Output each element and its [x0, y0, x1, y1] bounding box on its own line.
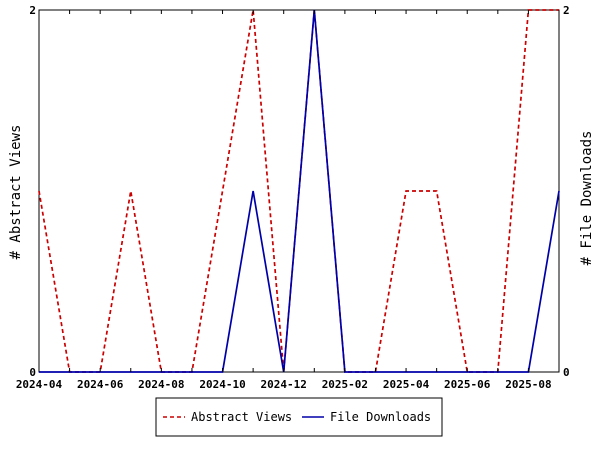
x-axis: 2024-04 2024-06 2024-08 2024-10 2024-12 2025-… — [16, 10, 560, 391]
x-tick-label: 2024-06 — [77, 378, 124, 391]
y-right-tick-label: 0 — [563, 366, 570, 379]
y-left-tick-label: 2 — [29, 4, 36, 17]
y-left-tick-label: 0 — [29, 366, 36, 379]
x-tick-label: 2025-06 — [444, 378, 491, 391]
legend-label-abstract-views: Abstract Views — [191, 410, 292, 424]
y-axes: 0 2 0 2 — [29, 4, 569, 379]
y-axis-left-title: # Abstract Views — [8, 125, 24, 260]
x-tick-label: 2025-08 — [505, 378, 551, 391]
legend: Abstract Views File Downloads — [155, 397, 443, 437]
series-line-file-downloads — [39, 9, 560, 373]
legend-box — [155, 397, 443, 437]
x-tick-label: 2024-04 — [16, 378, 63, 391]
x-tick-label: 2025-04 — [383, 378, 430, 391]
legend-label-file-downloads: File Downloads — [330, 410, 431, 424]
x-tick-label: 2025-02 — [322, 378, 368, 391]
y-axis-right-title: # File Downloads — [579, 131, 595, 266]
plot-area — [38, 9, 560, 373]
x-tick-label: 2024-12 — [261, 378, 307, 391]
y-right-tick-label: 2 — [563, 4, 570, 17]
x-tick-label: 2024-10 — [199, 378, 245, 391]
x-tick-label: 2024-08 — [138, 378, 184, 391]
